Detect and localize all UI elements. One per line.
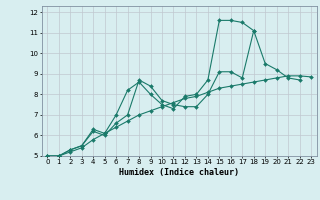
- X-axis label: Humidex (Indice chaleur): Humidex (Indice chaleur): [119, 168, 239, 177]
